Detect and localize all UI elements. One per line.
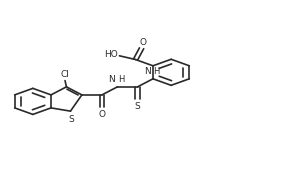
Text: N: N (144, 67, 151, 76)
Text: O: O (139, 38, 146, 47)
Text: Cl: Cl (61, 69, 69, 79)
Text: S: S (68, 115, 74, 124)
Text: HO: HO (104, 50, 118, 60)
Text: O: O (98, 110, 105, 119)
Text: S: S (135, 102, 140, 111)
Text: H: H (153, 67, 160, 76)
Text: H: H (118, 75, 124, 84)
Text: N: N (108, 75, 115, 84)
